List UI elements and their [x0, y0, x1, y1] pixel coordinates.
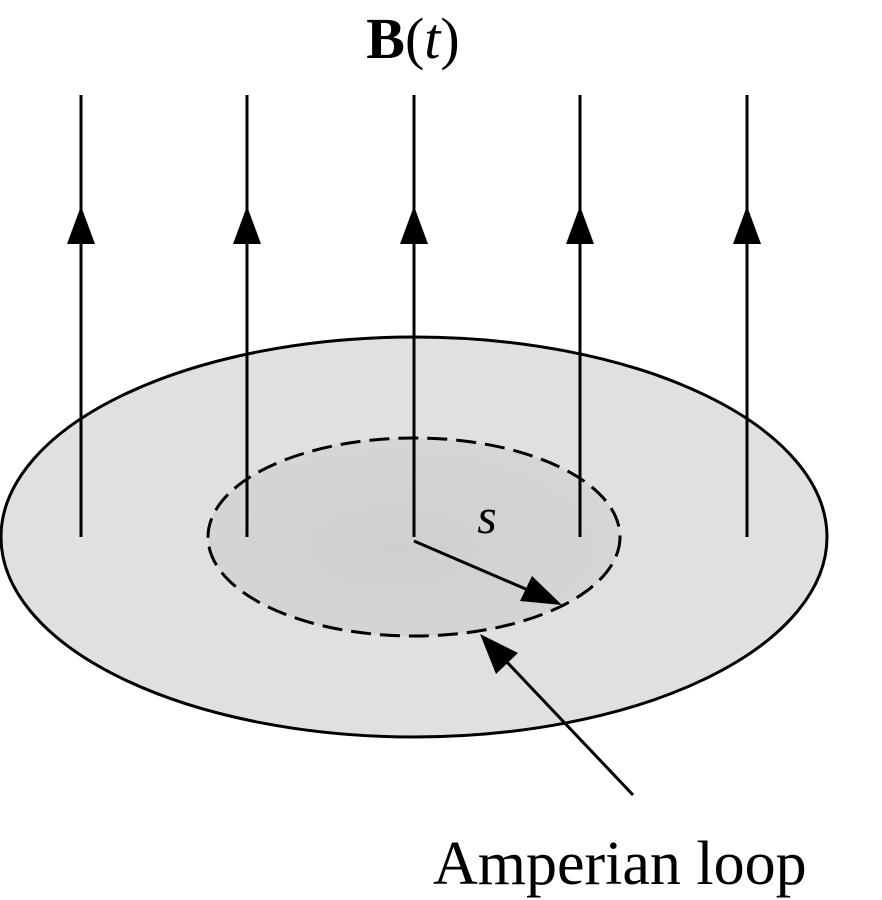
field-arrowhead	[566, 206, 594, 244]
field-arrowhead	[400, 206, 428, 244]
radius-arrow	[413, 539, 562, 605]
field-lines	[79, 95, 749, 537]
field-arrowhead	[67, 206, 95, 244]
loop-pointer-arrowhead	[480, 634, 518, 674]
field-arrowhead	[733, 206, 761, 244]
amperian-loop	[206, 436, 622, 638]
field-label: B(t)	[366, 6, 459, 71]
loop-label: Amperian loop	[433, 830, 807, 898]
field-close-paren: )	[440, 6, 459, 71]
radius-arrowhead	[520, 576, 562, 605]
field-arrowhead	[233, 206, 261, 244]
radius-label: s	[477, 488, 496, 544]
field-open-paren: (	[405, 6, 424, 71]
field-arrowheads	[67, 206, 761, 244]
loop-pointer-arrow	[480, 634, 635, 797]
field-symbol: B	[366, 6, 405, 71]
field-variable: t	[424, 6, 442, 71]
